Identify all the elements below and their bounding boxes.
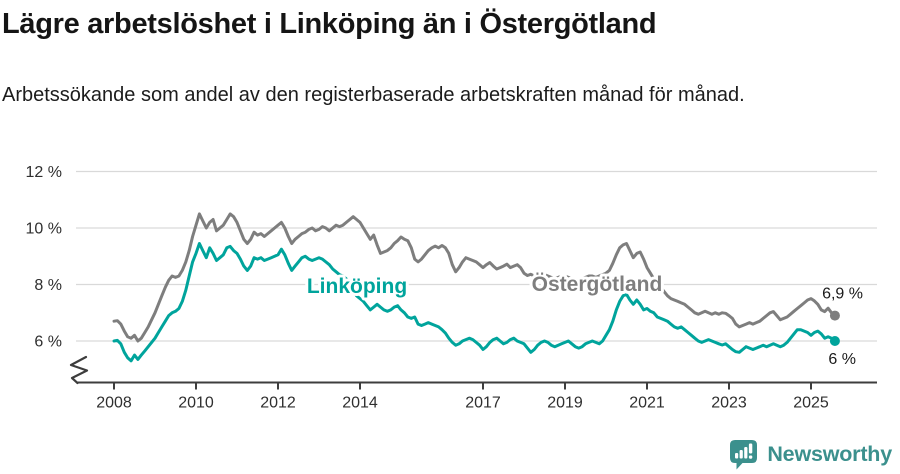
y-axis-tick-label: 10 % — [26, 221, 62, 238]
y-axis-tick-label: 6 % — [34, 334, 62, 351]
newsworthy-logo-icon — [730, 440, 758, 470]
x-axis-tick-label: 2025 — [793, 395, 829, 412]
series-end-value-label-linkoping: 6 % — [828, 351, 856, 368]
x-axis-tick-label: 2019 — [547, 395, 583, 412]
series-end-dot-linkoping — [829, 336, 840, 346]
x-axis-tick-label: 2008 — [96, 395, 132, 412]
chart-title: Lägre arbetslöshet i Linköping än i Öste… — [2, 8, 657, 40]
chart-subtitle: Arbetssökande som andel av den registerb… — [2, 84, 745, 106]
series-label-ostergotland: Östergötland — [532, 273, 663, 296]
newsworthy-logo: Newsworthy — [728, 438, 892, 470]
series-end-value-label-ostergotland: 6,9 % — [822, 286, 863, 303]
series-line-ostergotland — [112, 212, 837, 343]
y-axis-break-icon — [69, 355, 89, 385]
x-axis-tick-label: 2014 — [342, 395, 378, 412]
newsworthy-logo-text: Newsworthy — [767, 441, 892, 466]
series-end-dot-ostergotland — [829, 310, 840, 321]
x-axis-tick-label: 2010 — [178, 395, 214, 412]
y-axis-tick-label: 12 % — [26, 164, 62, 181]
x-axis-tick-label: 2017 — [465, 395, 501, 412]
series-label-linkoping: Linköping — [307, 275, 407, 298]
y-axis-tick-label: 8 % — [34, 277, 62, 294]
x-axis-tick-label: 2012 — [260, 395, 296, 412]
unemployment-line-chart: 12 % 10 % 8 % 6 % 2008 2010 2012 2014 2017 2019 20… — [26, 164, 877, 412]
series-line-linkoping — [112, 242, 837, 363]
x-axis-tick-label: 2021 — [629, 395, 665, 412]
x-axis-tick-label: 2023 — [711, 395, 747, 412]
